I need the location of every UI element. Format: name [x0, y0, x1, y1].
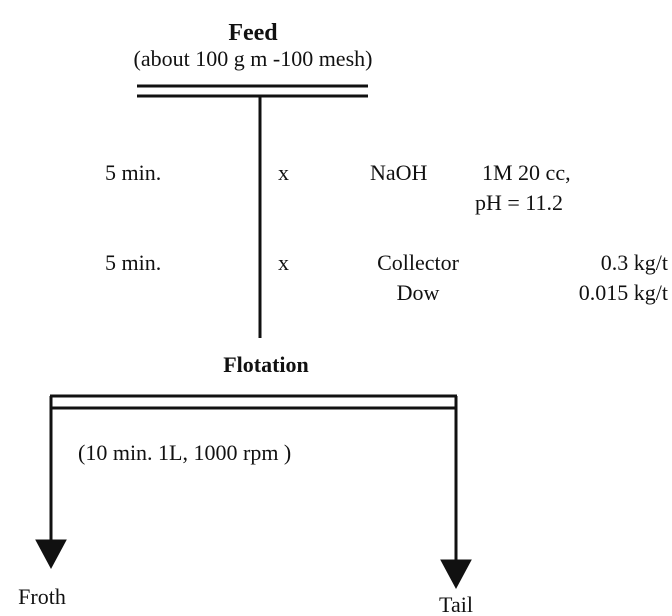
output-label: Froth	[18, 584, 66, 609]
step-mark: x	[278, 160, 289, 185]
dose: 0.015 kg/t	[579, 280, 668, 305]
note: pH = 11.2	[475, 190, 563, 215]
reagent: NaOH	[370, 160, 428, 185]
reagent: Dow	[397, 280, 440, 305]
feed-subtitle: (about 100 g m -100 mesh)	[134, 46, 373, 71]
reagent: Collector	[377, 250, 460, 275]
output-label: Tail	[439, 592, 473, 616]
step-time: 5 min.	[105, 250, 161, 275]
dose: 1M 20 cc,	[482, 160, 571, 185]
step-mark: x	[278, 250, 289, 275]
arrow	[440, 559, 472, 590]
arrow	[35, 539, 67, 570]
dose: 0.3 kg/t	[601, 250, 668, 275]
flotation-title: Flotation	[223, 352, 309, 377]
feed-title: Feed	[228, 20, 278, 46]
flotation-conditions: (10 min. 1L, 1000 rpm )	[78, 440, 291, 465]
step-time: 5 min.	[105, 160, 161, 185]
